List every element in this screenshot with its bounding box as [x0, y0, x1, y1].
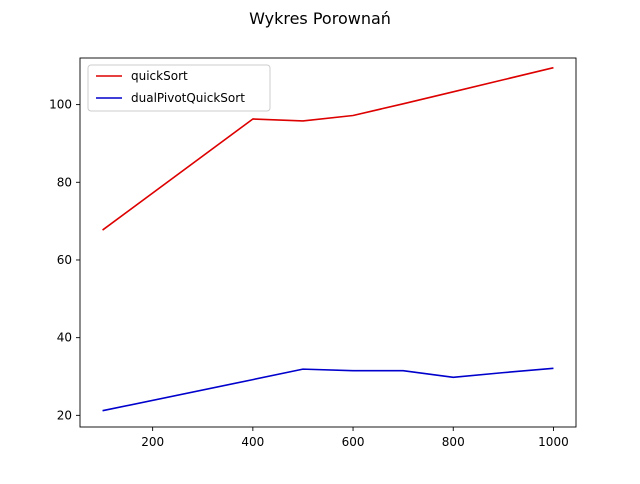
legend: quickSort dualPivotQuickSort	[87, 64, 271, 112]
y-tick-label: 60	[57, 253, 72, 267]
axes: 200 400 600 800 1000 20 40 60 80 100	[49, 57, 577, 449]
plot-area	[102, 66, 554, 412]
x-tick-label: 200	[141, 435, 164, 449]
y-tick-label: 100	[49, 98, 72, 112]
legend-label-quickSort: quickSort	[131, 69, 188, 83]
x-tick-label: 1000	[538, 435, 569, 449]
series-line-quickSort	[102, 66, 554, 231]
chart-title: Wykres Porownań	[249, 9, 391, 28]
legend-label-dualPivotQuickSort: dualPivotQuickSort	[131, 91, 245, 105]
y-tick-label: 40	[57, 331, 72, 345]
x-tick-label: 400	[241, 435, 264, 449]
axes-frame	[79, 57, 577, 428]
legend-box	[87, 64, 271, 112]
series-line-dualPivotQuickSort	[102, 367, 554, 412]
y-tick-label: 80	[57, 175, 72, 189]
x-tick-label: 600	[342, 435, 365, 449]
y-tick-label: 20	[57, 408, 72, 422]
x-tick-label: 800	[442, 435, 465, 449]
